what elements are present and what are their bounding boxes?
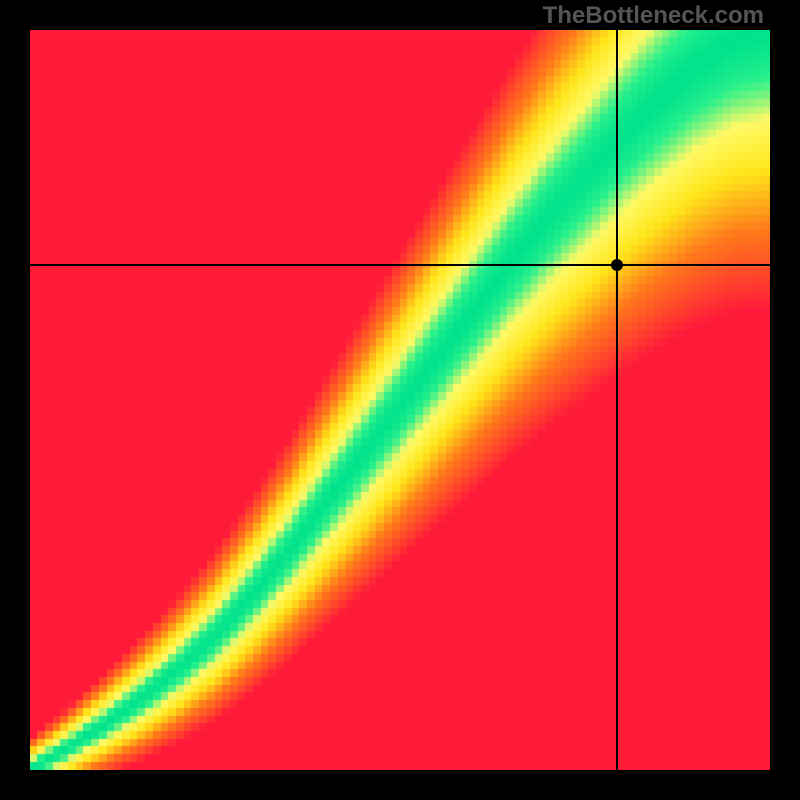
crosshair-horizontal — [30, 264, 770, 266]
watermark-text: TheBottleneck.com — [543, 2, 764, 30]
bottleneck-heatmap — [30, 30, 770, 770]
crosshair-vertical — [616, 30, 618, 770]
